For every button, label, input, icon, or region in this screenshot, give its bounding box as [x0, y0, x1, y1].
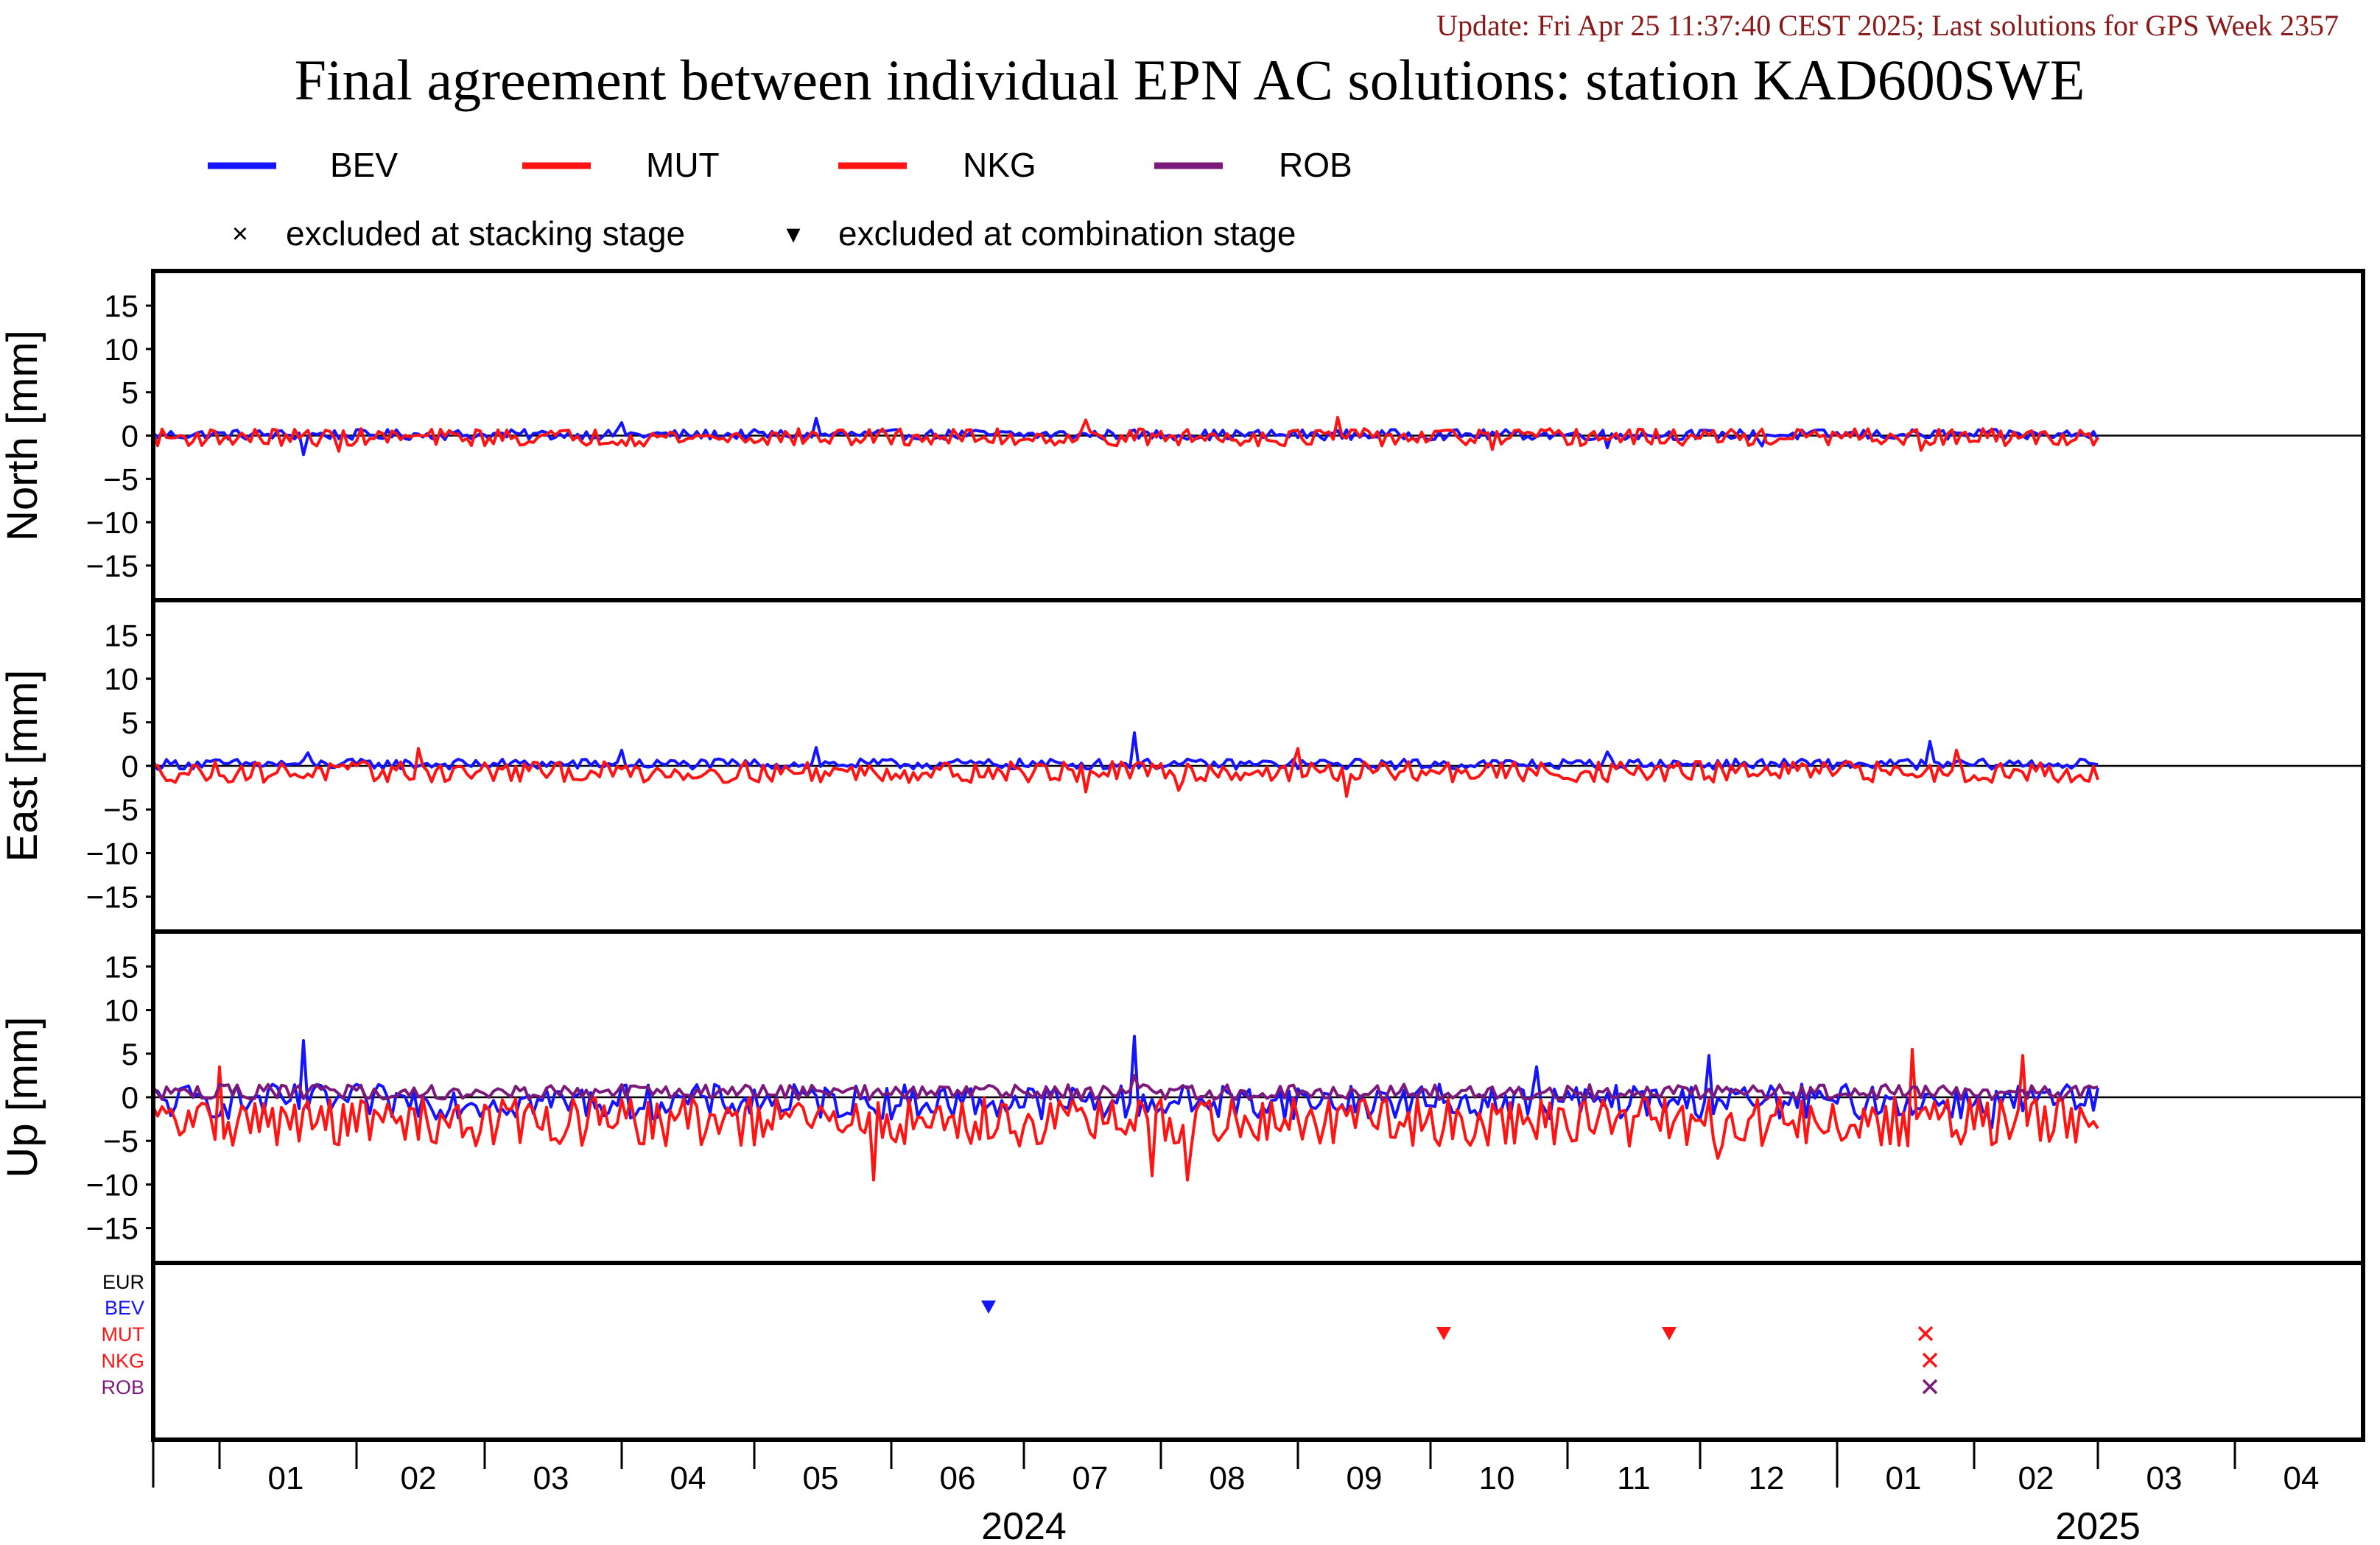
x-month-label: 09: [1347, 1460, 1383, 1496]
y-tick-label-east: 5: [122, 705, 138, 740]
y-tick-label-east: −15: [86, 880, 138, 915]
y-tick-label-up: 15: [104, 949, 138, 984]
x-year-label: 2025: [2055, 1505, 2141, 1545]
panel-north: North [mm] 15 10 5 0 −5 −10 −15: [0, 269, 2365, 602]
legend-entry-bev: BEV: [208, 146, 398, 184]
panel-up: Up [mm] 15 10 5 0 −5 −10 −15: [0, 929, 2365, 1265]
y-axis-label-north: North [mm]: [0, 330, 46, 541]
legend: BEV MUT NKG ROB × excluded at stacking s…: [208, 146, 1352, 253]
exclusion-panel: EUR BEV MUT NKG ROB: [101, 1261, 2365, 1442]
x-month-label: 03: [533, 1460, 569, 1496]
y-tick-label-up: −15: [86, 1211, 138, 1246]
y-tick-label-north: −5: [103, 462, 138, 496]
x-month-label: 02: [2018, 1460, 2054, 1496]
x-month-label: 03: [2146, 1460, 2183, 1496]
y-tick-label-north: −15: [86, 549, 138, 583]
legend-label-stacking: excluded at stacking stage: [286, 214, 685, 253]
exclusion-row-label-nkg: NKG: [101, 1350, 144, 1372]
exclusion-row-label-bev: BEV: [105, 1297, 144, 1319]
y-tick-label-up: 0: [122, 1080, 138, 1115]
stacking-exclusion-marker-nkg: [1922, 1352, 1938, 1368]
y-tick-label-up: −10: [86, 1167, 138, 1202]
y-tick-label-east: 15: [104, 618, 138, 652]
y-tick-label-east: 10: [104, 662, 138, 697]
y-tick-label-north: 10: [104, 332, 138, 367]
y-tick-label-up: −5: [103, 1124, 138, 1158]
panel-east: East [mm] 15 10 5 0 −5 −10 −15: [0, 598, 2365, 934]
x-month-label: 02: [401, 1460, 437, 1496]
series-line-up-mut: [152, 1047, 2099, 1182]
combination-exclusion-marker-mut: [1662, 1327, 1677, 1340]
series-line-east-mut: [152, 747, 2099, 798]
chart-title: Final agreement between individual EPN A…: [295, 48, 2085, 112]
series-line-north-mut: [152, 415, 2099, 453]
x-month-label: 06: [940, 1460, 976, 1496]
stacking-exclusion-marker-rob: [1922, 1379, 1938, 1395]
y-tick-label-east: −5: [103, 792, 138, 827]
y-tick-label-east: −10: [86, 836, 138, 870]
y-tick-label-north: −10: [86, 505, 138, 540]
exclusion-row-label-mut: MUT: [102, 1323, 144, 1345]
legend-marker-stacking: × excluded at stacking stage: [232, 214, 685, 253]
x-month-label: 11: [1617, 1460, 1651, 1496]
x-month-label: 12: [1749, 1460, 1785, 1496]
legend-label-mut: MUT: [646, 146, 720, 184]
series-line-up-bev: [152, 1035, 2099, 1130]
x-month-label: 01: [1886, 1460, 1922, 1496]
x-month-label: 05: [803, 1460, 839, 1496]
combination-exclusion-marker-mut: [1436, 1327, 1451, 1340]
x-axis: 01 02 03 04 05 06 07 08 09 10 11 12 01 02 03 04 2024 2025: [152, 1440, 2320, 1545]
triangle-marker-icon: ▾: [786, 219, 800, 250]
y-tick-label-north: 5: [122, 376, 138, 410]
legend-label-rob: ROB: [1279, 146, 1352, 184]
x-year-label: 2024: [981, 1505, 1067, 1545]
x-month-label: 04: [670, 1460, 706, 1496]
exclusion-panel-frame: [151, 1261, 2365, 1442]
series-line-up-rob: [152, 1074, 2099, 1102]
y-axis-label-up: Up [mm]: [0, 1016, 46, 1178]
y-tick-label-up: 5: [122, 1037, 138, 1071]
y-tick-label-north: 0: [122, 419, 138, 454]
y-axis-label-east: East [mm]: [0, 669, 46, 862]
exclusion-row-label-eur: EUR: [102, 1271, 144, 1293]
y-tick-label-east: 0: [122, 749, 138, 784]
x-month-label: 07: [1073, 1460, 1109, 1496]
update-timestamp: Update: Fri Apr 25 11:37:40 CEST 2025; L…: [1436, 9, 2339, 42]
stacking-exclusion-marker-mut: [1917, 1326, 1934, 1342]
legend-entry-mut: MUT: [522, 146, 720, 184]
legend-marker-combination: ▾ excluded at combination stage: [786, 214, 1296, 253]
legend-label-combination: excluded at combination stage: [838, 214, 1296, 253]
x-month-label: 08: [1210, 1460, 1246, 1496]
x-month-label: 01: [268, 1460, 304, 1496]
x-month-label: 10: [1479, 1460, 1515, 1496]
legend-label-bev: BEV: [330, 146, 398, 184]
exclusion-row-label-rob: ROB: [101, 1376, 144, 1398]
cross-marker-icon: ×: [232, 219, 248, 250]
legend-entry-rob: ROB: [1154, 146, 1352, 184]
x-month-label: 04: [2284, 1460, 2320, 1496]
combination-exclusion-marker-bev: [981, 1301, 996, 1314]
legend-label-nkg: NKG: [963, 146, 1036, 184]
y-tick-label-north: 15: [104, 289, 138, 323]
panels: North [mm] 15 10 5 0 −5 −10 −15 East [mm] 15 10 5 0 −…: [0, 269, 2365, 1442]
legend-entry-nkg: NKG: [838, 146, 1036, 184]
y-tick-label-up: 10: [104, 993, 138, 1028]
series-line-east-bev: [152, 731, 2099, 771]
